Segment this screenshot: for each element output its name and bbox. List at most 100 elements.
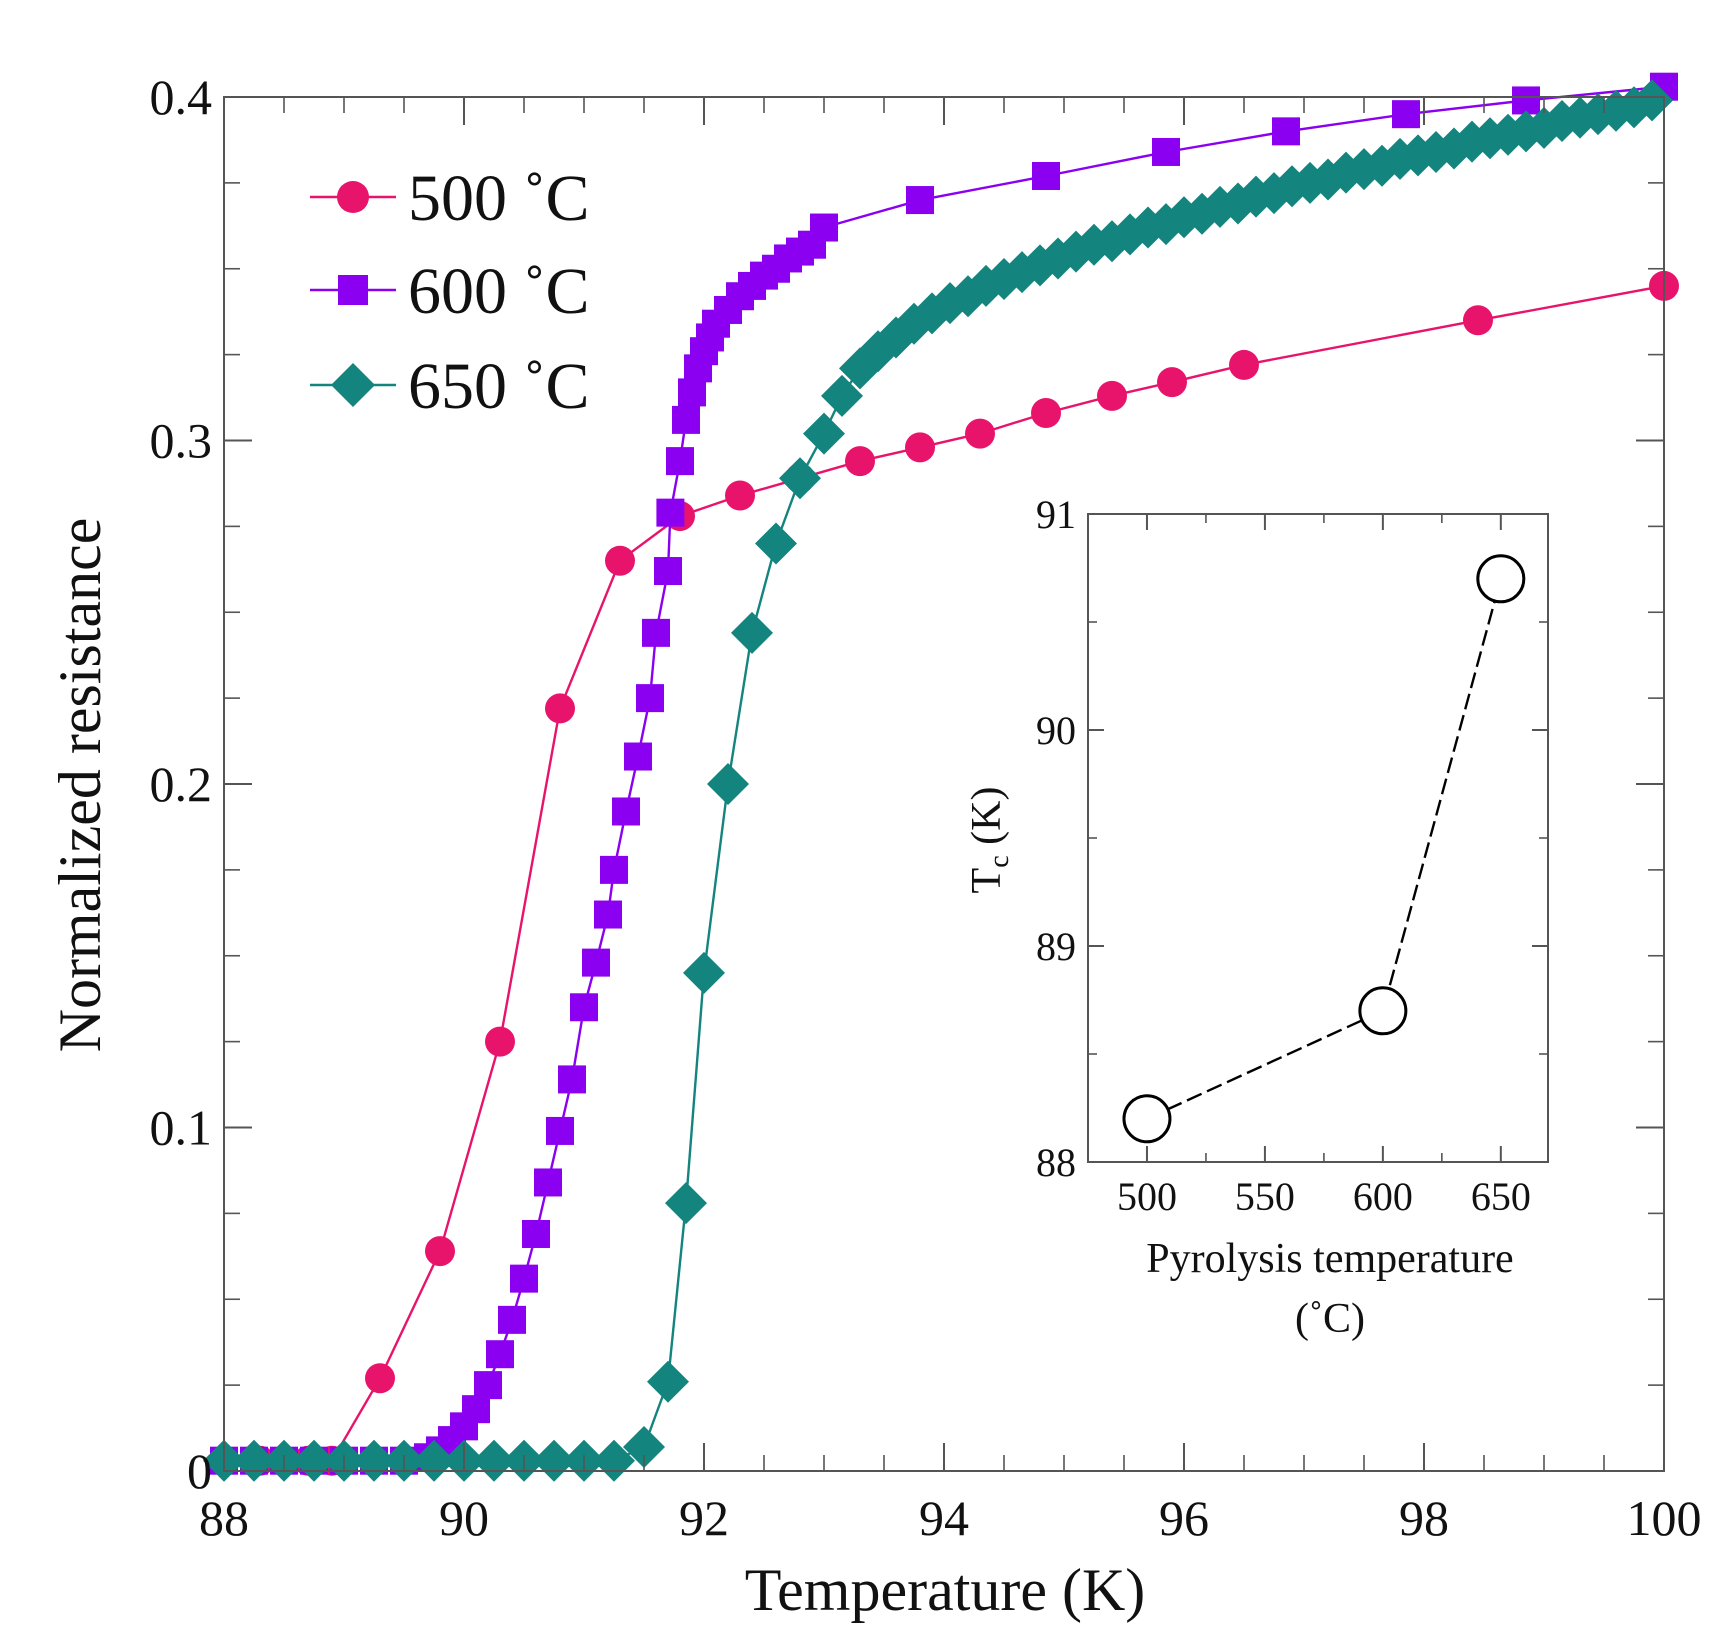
main-point-500-c [425, 1236, 455, 1267]
main-point-600-c [534, 1168, 562, 1197]
main-x-tick-label: 98 [1399, 1490, 1449, 1546]
inset-plot: 500 550 600 650 88 89 90 91 Pyrolysis temperatu… [964, 492, 1549, 1342]
main-point-650-c [707, 763, 749, 805]
main-point-650-c [1433, 127, 1475, 170]
main-y-axis-label: Normalized resistance [47, 518, 113, 1053]
main-point-650-c [665, 1182, 707, 1225]
inset-series-tc [1122, 554, 1526, 1144]
main-x-tick-label: 94 [919, 1490, 969, 1546]
main-point-600-c [486, 1340, 514, 1369]
inset-line-tc [1146, 578, 1502, 1120]
inset-x-axis-unit: (˚C) [1295, 1296, 1365, 1342]
inset-point-tc [1476, 554, 1526, 604]
main-point-650-c [821, 374, 863, 417]
main-point-500-c [845, 446, 875, 477]
main-point-500-c [485, 1026, 515, 1057]
main-point-600-c [1032, 162, 1060, 191]
main-point-600-c [678, 378, 706, 407]
main-point-600-c [612, 797, 640, 826]
legend: 500 ˚C 600 ˚C 650 ˚C [310, 162, 590, 423]
inset-y-tick-label: 91 [1036, 492, 1076, 537]
main-point-600-c [624, 742, 652, 771]
main-tick-marks [223, 96, 1665, 1472]
main-point-600-c [636, 684, 664, 713]
inset-x-axis-label: Pyrolysis temperature [1146, 1236, 1513, 1282]
main-point-600-c [546, 1116, 574, 1145]
main-x-tick-label: 96 [1159, 1490, 1209, 1546]
main-point-500-c [1463, 305, 1493, 336]
legend-marker-600 [338, 275, 368, 305]
main-point-500-c [1229, 349, 1259, 380]
legend-entry-650: 650 ˚C [310, 350, 590, 423]
main-point-600-c [642, 618, 670, 647]
inset-tick-marks [1088, 513, 1548, 1163]
main-series-600-c [210, 72, 1678, 1475]
inset-x-tick-label: 600 [1353, 1174, 1413, 1219]
inset-point-tc [1122, 1094, 1172, 1144]
main-point-500-c [905, 432, 935, 463]
main-point-600-c [672, 405, 700, 434]
main-point-600-c [462, 1395, 490, 1424]
main-y-tick-label: 0.3 [150, 413, 213, 469]
main-x-tick-label: 88 [199, 1490, 249, 1546]
inset-y-axis-label-unit: (K) [964, 787, 1010, 856]
legend-label-650: 650 ˚C [408, 350, 590, 423]
main-y-tick-label: 0.1 [150, 1100, 213, 1156]
main-point-600-c [1272, 117, 1300, 146]
main-point-600-c [810, 213, 838, 242]
legend-marker-500 [337, 181, 369, 213]
main-point-500-c [365, 1363, 395, 1394]
main-point-650-c [731, 611, 773, 654]
main-point-600-c [498, 1305, 526, 1334]
main-point-650-c [803, 412, 845, 455]
main-point-600-c [582, 948, 610, 977]
main-point-600-c [570, 993, 598, 1022]
inset-background [1088, 514, 1548, 1162]
inset-x-tick-label: 500 [1117, 1174, 1177, 1219]
main-tick-labels: 88 90 92 94 96 98 100 0 0.1 0.2 0.3 0.4 [150, 69, 1702, 1546]
main-point-600-c [906, 186, 934, 215]
main-point-600-c [1392, 100, 1420, 129]
legend-label-600: 600 ˚C [408, 255, 590, 328]
main-point-600-c [558, 1065, 586, 1094]
main-point-500-c [545, 693, 575, 724]
main-point-500-c [725, 480, 755, 511]
main-point-650-c [683, 951, 725, 994]
inset-x-tick-label: 650 [1471, 1174, 1531, 1219]
main-point-600-c [510, 1264, 538, 1293]
main-plot: 88 90 92 94 96 98 100 0 0.1 0.2 0.3 0.4 Temperature… [47, 69, 1702, 1623]
main-point-650-c [779, 457, 821, 500]
inset-y-tick-label: 88 [1036, 1140, 1076, 1185]
main-x-tick-label: 100 [1627, 1490, 1702, 1546]
main-point-650-c [1631, 79, 1673, 122]
main-point-500-c [1097, 380, 1127, 411]
legend-entry-500: 500 ˚C [310, 162, 590, 235]
inset-y-tick-label: 90 [1036, 708, 1076, 753]
legend-marker-650 [331, 363, 375, 407]
main-point-650-c [1505, 110, 1547, 153]
main-x-tick-label: 92 [679, 1490, 729, 1546]
main-point-650-c [623, 1425, 665, 1468]
inset-y-tick-label: 89 [1036, 924, 1076, 969]
main-point-600-c [1152, 137, 1180, 166]
main-y-tick-label: 0.4 [150, 69, 213, 125]
main-point-600-c [656, 498, 685, 527]
inset-y-axis-label-subscript: c [984, 855, 1015, 867]
main-point-600-c [654, 557, 682, 586]
main-point-600-c [1512, 86, 1540, 115]
main-point-500-c [1157, 367, 1187, 398]
main-x-axis-label: Temperature (K) [745, 1557, 1146, 1623]
main-point-600-c [522, 1219, 550, 1248]
main-y-tick-label: 0.2 [150, 756, 213, 812]
inset-point-tc [1358, 986, 1408, 1036]
inset-y-axis-label-main: T [964, 868, 1010, 894]
inset-x-tick-label: 550 [1235, 1174, 1295, 1219]
main-point-650-c [647, 1360, 689, 1403]
legend-entry-600: 600 ˚C [310, 255, 590, 328]
main-point-600-c [666, 447, 694, 476]
main-point-600-c [594, 900, 622, 929]
main-point-600-c [600, 855, 628, 884]
main-point-500-c [605, 545, 635, 576]
legend-label-500: 500 ˚C [408, 162, 590, 235]
